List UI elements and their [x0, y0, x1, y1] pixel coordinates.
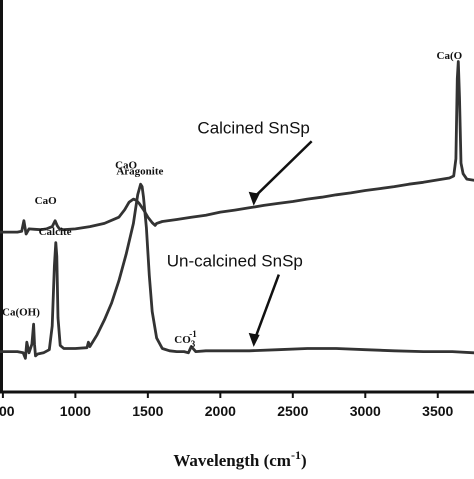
- uncalcined-spectrum-line: [0, 182, 474, 360]
- pointer-arrow-shaft: [254, 274, 280, 338]
- peak-annotation: CO3-1: [174, 329, 197, 349]
- annotation-layer: Calcined SnSp Un-calcined SnSp Ca(OH) CaO Ca…: [2, 50, 463, 349]
- x-tick-label: 3000: [350, 403, 381, 419]
- x-tick-label: 1000: [60, 403, 91, 419]
- x-tick-label: 500: [0, 403, 15, 419]
- peak-annotation: CaO: [35, 195, 57, 207]
- peak-annotation: Calcite: [39, 226, 72, 238]
- peak-annotation: CaO: [115, 160, 137, 172]
- x-axis-title-main: Wavelength (cm: [173, 451, 291, 470]
- calcined-spectrum-line: [0, 60, 474, 236]
- x-axis: 500 1000 1500 2000 2500 3000 3500: [0, 392, 454, 419]
- x-axis-title-close: ): [301, 451, 307, 470]
- plot-frame: [0, 0, 474, 394]
- x-axis-title: Wavelength (cm-1): [173, 448, 306, 470]
- peak-annotation: Ca(OH): [2, 307, 40, 319]
- calcined-series-label: Calcined SnSp: [197, 118, 309, 137]
- x-tick-label: 2500: [277, 403, 308, 419]
- x-axis-title-superscript: -1: [291, 448, 301, 462]
- pointer-arrow-head: [248, 191, 260, 206]
- uncalcined-series-label: Un-calcined SnSp: [167, 252, 303, 271]
- series-layer: [0, 60, 474, 360]
- x-tick-label: 1500: [132, 403, 163, 419]
- peak-annotation: Aragonite: [116, 165, 163, 177]
- x-tick-label: 3500: [422, 403, 453, 419]
- peak-annotation: Ca(O: [437, 50, 463, 62]
- pointer-arrow-head: [248, 332, 260, 347]
- x-tick-label: 2000: [205, 403, 236, 419]
- pointer-arrow-shaft: [254, 140, 313, 197]
